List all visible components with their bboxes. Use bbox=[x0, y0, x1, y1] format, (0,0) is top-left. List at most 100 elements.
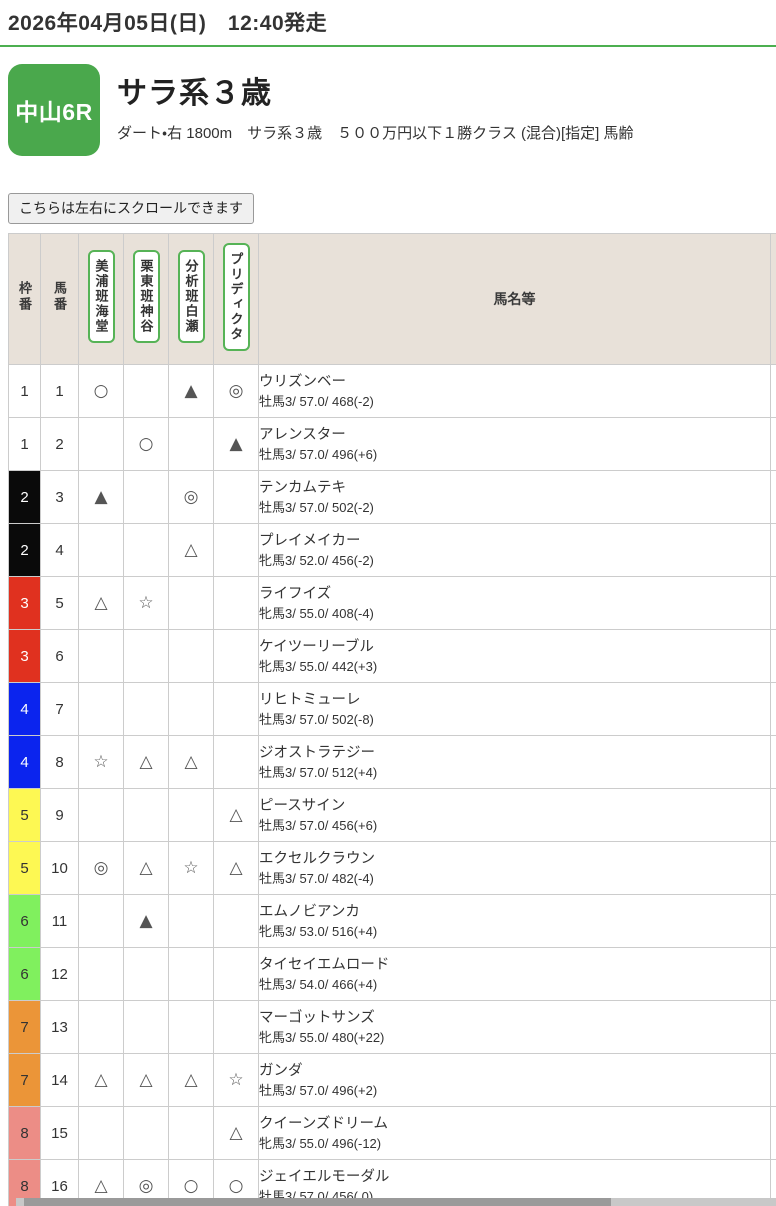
entry-row: 7 13 マーゴットサンズ 牝馬3/ 55.0/ 480(+22) bbox=[8, 1000, 776, 1054]
mark-cell bbox=[78, 947, 124, 1001]
page-header: 2026年04月05日(日) 12:40発走 bbox=[0, 0, 776, 47]
cutoff-cell bbox=[770, 788, 776, 842]
cutoff-cell bbox=[770, 523, 776, 577]
waku-cell: 6 bbox=[8, 947, 41, 1001]
horse-number-cell: 12 bbox=[40, 947, 79, 1001]
cutoff-cell bbox=[770, 841, 776, 895]
mark-cell bbox=[78, 1106, 124, 1160]
column-header-waku-label: 枠番 bbox=[17, 280, 32, 313]
horse-detail: 牝馬3/ 55.0/ 496(-12) bbox=[259, 1135, 382, 1151]
horse-detail: 牡馬3/ 57.0/ 502(-8) bbox=[259, 711, 374, 727]
entries-table: 枠番 馬番 美浦班海堂 栗東班神谷 分析班白瀬 プリディクタ 馬名等 bbox=[8, 233, 776, 1206]
mark-cell bbox=[123, 1000, 169, 1054]
waku-cell: 1 bbox=[8, 364, 41, 418]
entry-row: 6 11 ▲ エムノビアンカ 牝馬3/ 53.0/ 516(+4) bbox=[8, 894, 776, 948]
mark-cell bbox=[123, 364, 169, 418]
entry-row: 1 1 ○ ▲ ◎ ウリズンベー 牡馬3/ 57.0/ 468(-2) bbox=[8, 364, 776, 418]
horse-name: マーゴットサンズ bbox=[259, 1009, 375, 1026]
horse-detail: 牝馬3/ 55.0/ 442(+3) bbox=[259, 658, 378, 674]
entries-tbody: 1 1 ○ ▲ ◎ ウリズンベー 牡馬3/ 57.0/ 468(-2) 1 2 … bbox=[8, 364, 776, 1206]
horse-name-cell: リヒトミューレ 牡馬3/ 57.0/ 502(-8) bbox=[258, 682, 771, 736]
mark-cell: △ bbox=[78, 576, 124, 630]
column-header-tipster-miura: 美浦班海堂 bbox=[78, 233, 124, 365]
horse-name-cell: マーゴットサンズ 牝馬3/ 55.0/ 480(+22) bbox=[258, 1000, 771, 1054]
column-header-tipster-bunseki: 分析班白瀬 bbox=[168, 233, 214, 365]
mark-cell bbox=[123, 1106, 169, 1160]
mark-cell: ▲ bbox=[78, 470, 124, 524]
horse-name-cell: ガンダ 牡馬3/ 57.0/ 496(+2) bbox=[258, 1053, 771, 1107]
mark-cell bbox=[78, 417, 124, 471]
horizontal-scrollbar[interactable] bbox=[16, 1198, 776, 1206]
mark-cell: ☆ bbox=[78, 735, 124, 789]
mark-cell bbox=[168, 947, 214, 1001]
cutoff-cell bbox=[770, 576, 776, 630]
entries-table-header: 枠番 馬番 美浦班海堂 栗東班神谷 分析班白瀬 プリディクタ 馬名等 bbox=[8, 233, 776, 365]
mark-cell: ◎ bbox=[78, 841, 124, 895]
waku-cell: 8 bbox=[8, 1159, 41, 1206]
waku-cell: 3 bbox=[8, 629, 41, 683]
tipster-badge: プリディクタ bbox=[222, 242, 250, 351]
cutoff-cell bbox=[770, 470, 776, 524]
mark-cell bbox=[78, 629, 124, 683]
cutoff-cell bbox=[770, 629, 776, 683]
horse-number-cell: 4 bbox=[40, 523, 79, 577]
horse-name-cell: クイーンズドリーム 牝馬3/ 55.0/ 496(-12) bbox=[258, 1106, 771, 1160]
horse-number-cell: 3 bbox=[40, 470, 79, 524]
waku-cell: 8 bbox=[8, 1106, 41, 1160]
horse-name-cell: アレンスター 牡馬3/ 57.0/ 496(+6) bbox=[258, 417, 771, 471]
waku-cell: 1 bbox=[8, 417, 41, 471]
mark-cell bbox=[123, 523, 169, 577]
cutoff-cell bbox=[770, 417, 776, 471]
horse-number-cell: 1 bbox=[40, 364, 79, 418]
horse-name: ピースサイン bbox=[259, 797, 346, 814]
horizontal-scrollbar-thumb[interactable] bbox=[24, 1198, 611, 1206]
race-section: 中山6R サラ系３歳 ダート・右 1800m サラ系３歳 ５００万円以下１勝クラ… bbox=[8, 64, 768, 156]
race-title: サラ系３歳 bbox=[117, 77, 272, 110]
entry-row: 1 2 ○ ▲ アレンスター 牡馬3/ 57.0/ 496(+6) bbox=[8, 417, 776, 471]
horse-name-cell: ケイツーリーブル 牝馬3/ 55.0/ 442(+3) bbox=[258, 629, 771, 683]
mark-cell bbox=[168, 576, 214, 630]
horse-detail: 牡馬3/ 57.0/ 512(+4) bbox=[259, 764, 378, 780]
mark-cell bbox=[78, 788, 124, 842]
horse-number-cell: 9 bbox=[40, 788, 79, 842]
horse-name-cell: エクセルクラウン 牡馬3/ 57.0/ 482(-4) bbox=[258, 841, 771, 895]
horse-name-cell: ウリズンベー 牡馬3/ 57.0/ 468(-2) bbox=[258, 364, 771, 418]
race-info: サラ系３歳 ダート・右 1800m サラ系３歳 ５００万円以下１勝クラス (混合… bbox=[117, 77, 768, 143]
waku-cell: 7 bbox=[8, 1000, 41, 1054]
mark-cell bbox=[168, 788, 214, 842]
mark-cell bbox=[213, 629, 259, 683]
mark-cell: ▲ bbox=[123, 894, 169, 948]
mark-cell bbox=[78, 523, 124, 577]
entry-row: 6 12 タイセイエムロード 牡馬3/ 54.0/ 466(+4) bbox=[8, 947, 776, 1001]
cutoff-cell bbox=[770, 894, 776, 948]
entry-row: 5 9 △ ピースサイン 牡馬3/ 57.0/ 456(+6) bbox=[8, 788, 776, 842]
mark-cell bbox=[168, 629, 214, 683]
entry-row: 8 15 △ クイーンズドリーム 牝馬3/ 55.0/ 496(-12) bbox=[8, 1106, 776, 1160]
horse-number-cell: 13 bbox=[40, 1000, 79, 1054]
entry-row: 2 4 △ プレイメイカー 牝馬3/ 52.0/ 456(-2) bbox=[8, 523, 776, 577]
cutoff-cell bbox=[770, 1000, 776, 1054]
cutoff-cell bbox=[770, 364, 776, 418]
mark-cell bbox=[168, 1106, 214, 1160]
horse-number-cell: 2 bbox=[40, 417, 79, 471]
column-header-horse-number-label: 馬番 bbox=[52, 280, 67, 313]
mark-cell bbox=[123, 682, 169, 736]
waku-cell: 2 bbox=[8, 523, 41, 577]
mark-cell bbox=[123, 470, 169, 524]
column-header-tipster-ritto: 栗東班神谷 bbox=[123, 233, 169, 365]
horse-name-cell: テンカムテキ 牡馬3/ 57.0/ 502(-2) bbox=[258, 470, 771, 524]
horse-name: タイセイエムロード bbox=[259, 956, 390, 973]
horse-number-cell: 11 bbox=[40, 894, 79, 948]
horse-name: ライフイズ bbox=[259, 585, 332, 602]
mark-cell: △ bbox=[213, 1106, 259, 1160]
waku-cell: 4 bbox=[8, 735, 41, 789]
waku-cell: 4 bbox=[8, 682, 41, 736]
entries-table-scroll-area[interactable]: 枠番 馬番 美浦班海堂 栗東班神谷 分析班白瀬 プリディクタ 馬名等 bbox=[8, 233, 776, 1206]
horse-name-cell: エムノビアンカ 牝馬3/ 53.0/ 516(+4) bbox=[258, 894, 771, 948]
mark-cell bbox=[168, 682, 214, 736]
horse-detail: 牝馬3/ 52.0/ 456(-2) bbox=[259, 552, 374, 568]
horse-name: エクセルクラウン bbox=[259, 850, 375, 867]
horse-detail: 牡馬3/ 57.0/ 468(-2) bbox=[259, 393, 374, 409]
mark-cell: ◎ bbox=[168, 470, 214, 524]
tipster-badge: 栗東班神谷 bbox=[132, 250, 160, 343]
